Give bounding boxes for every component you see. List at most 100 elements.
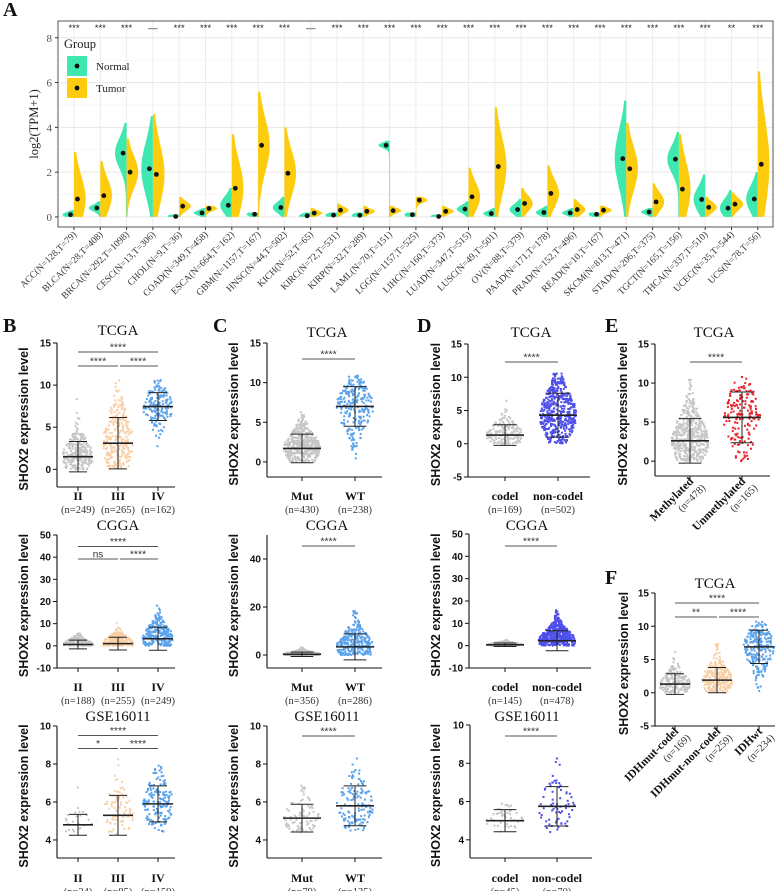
data-point [701,448,704,451]
data-point [683,431,686,434]
data-point [69,438,72,441]
data-point [112,422,115,425]
data-point [114,399,117,402]
data-point [148,390,151,393]
data-point [116,457,119,460]
data-point [360,398,363,401]
data-point [698,447,701,450]
data-point [107,461,110,464]
data-point [119,465,122,468]
data-point [142,407,145,410]
data-point [306,444,309,447]
data-point [90,453,92,456]
data-point [307,460,310,463]
significance-label: *** [253,23,264,34]
data-point [124,455,127,458]
data-point [163,639,166,642]
data-point [750,441,752,443]
significance-label: *** [68,23,79,34]
data-point [108,458,111,461]
data-point [347,648,350,651]
data-point [489,435,492,438]
data-point [684,455,687,458]
data-point [354,637,357,640]
data-point [361,400,364,403]
data-point [74,465,77,468]
data-point [70,640,73,643]
data-point [127,636,130,639]
data-point [116,409,119,412]
data-point [126,426,129,429]
data-point [337,401,340,404]
data-point [166,644,169,647]
data-point [302,652,305,655]
data-point [553,430,556,433]
data-point [84,436,87,439]
data-point [565,419,568,422]
data-point [678,416,681,419]
data-point [686,420,689,423]
data-point [291,441,294,444]
data-point [687,425,690,428]
data-point [355,376,358,379]
data-point [286,456,289,459]
data-point [550,398,553,401]
data-point [555,383,557,386]
data-point [104,431,107,434]
data-point [548,627,551,630]
data-point [302,422,305,425]
data-point [317,449,320,451]
median-point-normal [751,196,757,202]
data-point [111,465,114,468]
data-point [350,445,353,448]
data-point [292,444,295,447]
data-point [298,443,301,446]
data-point [110,633,113,636]
data-point [688,379,691,382]
data-point [558,635,560,638]
data-point [686,456,689,459]
significance-label: *** [279,23,290,34]
data-point [558,439,561,441]
data-point [158,401,161,404]
data-point [367,411,370,414]
data-point [728,399,730,402]
data-point [120,464,123,467]
data-point [350,433,353,436]
data-point [162,388,165,391]
data-point [149,624,152,627]
median-point-tumor [680,186,685,192]
data-point [682,421,685,424]
data-point [561,638,564,641]
data-point [106,641,108,644]
data-point [678,431,681,434]
data-point [677,442,680,445]
data-point [356,626,359,629]
data-point [303,456,306,459]
data-point [355,612,357,615]
data-point [684,443,687,446]
data-point [686,434,689,437]
data-point [78,467,81,470]
data-point [113,460,116,463]
data-point [562,394,565,397]
data-point [555,442,558,444]
data-point [63,448,66,451]
data-point [359,436,362,439]
data-point [683,429,686,432]
x-tick-label: WT [345,489,365,503]
panel-label-c: C [213,315,227,337]
data-point [725,420,728,423]
data-point [343,653,346,656]
data-point [283,450,286,453]
data-point [87,644,90,647]
data-point [103,443,106,446]
data-point [353,610,356,613]
data-point [557,421,560,424]
data-point [699,425,702,428]
data-point [346,384,349,387]
data-point [84,443,87,446]
data-point [131,444,134,447]
data-point [566,401,569,404]
data-point [105,429,108,432]
